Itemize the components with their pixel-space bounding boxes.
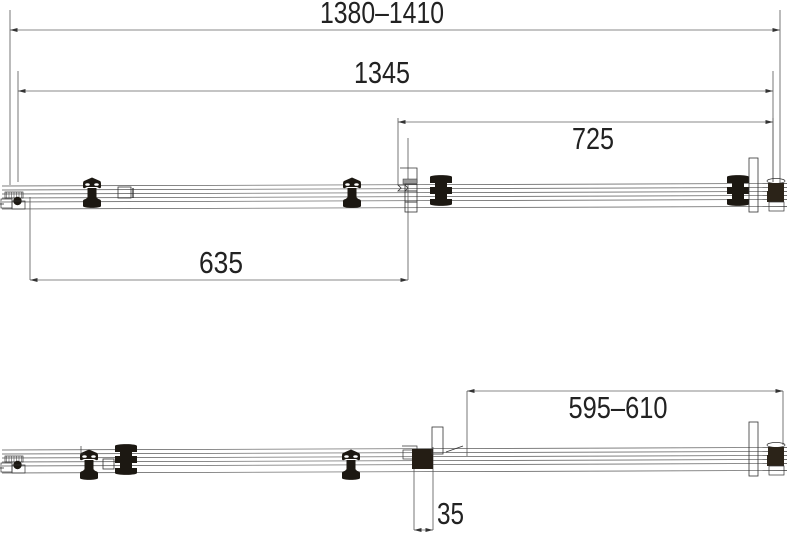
svg-text:725: 725 — [572, 121, 614, 156]
svg-text:1380–1410: 1380–1410 — [320, 0, 444, 30]
svg-text:35: 35 — [437, 496, 464, 531]
svg-text:1345: 1345 — [354, 55, 410, 90]
svg-text:595–610: 595–610 — [569, 390, 668, 425]
svg-text:635: 635 — [199, 245, 243, 280]
